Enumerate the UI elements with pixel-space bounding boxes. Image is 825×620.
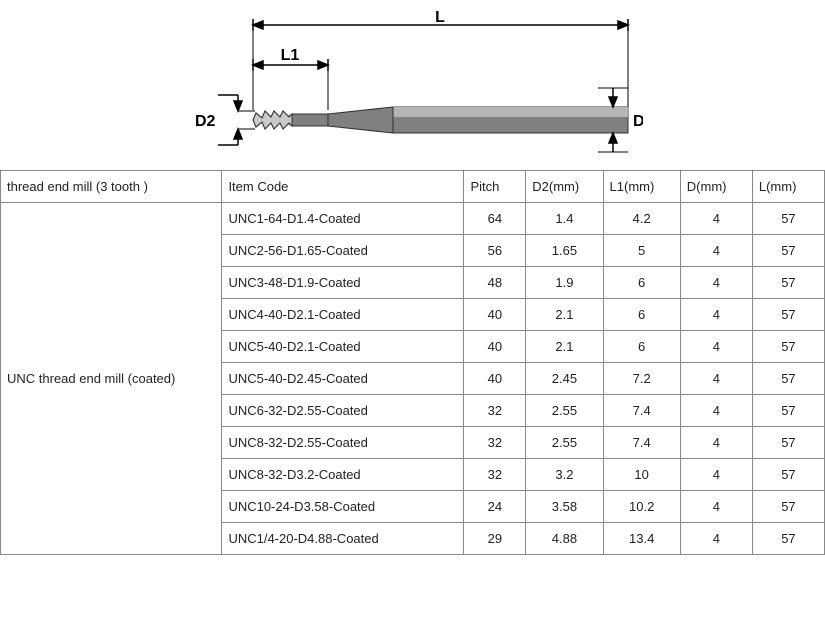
cell-d: 4 — [680, 299, 752, 331]
cell-l: 57 — [752, 267, 824, 299]
cell-d2: 1.9 — [526, 267, 603, 299]
cell-d: 4 — [680, 363, 752, 395]
cell-l1: 5 — [603, 235, 680, 267]
cell-d2: 4.88 — [526, 523, 603, 555]
cell-code: UNC1/4-20-D4.88-Coated — [222, 523, 464, 555]
category-cell: UNC thread end mill (coated) — [1, 203, 222, 555]
cell-pitch: 32 — [464, 427, 526, 459]
cell-pitch: 32 — [464, 459, 526, 491]
dim-label-D2: D2 — [195, 113, 216, 130]
cell-code: UNC8-32-D2.55-Coated — [222, 427, 464, 459]
cell-code: UNC6-32-D2.55-Coated — [222, 395, 464, 427]
col-header-pitch: Pitch — [464, 171, 526, 203]
cell-pitch: 32 — [464, 395, 526, 427]
cell-pitch: 24 — [464, 491, 526, 523]
cell-d: 4 — [680, 235, 752, 267]
cell-l1: 6 — [603, 331, 680, 363]
cell-l: 57 — [752, 363, 824, 395]
cell-d2: 3.2 — [526, 459, 603, 491]
cell-pitch: 64 — [464, 203, 526, 235]
cell-l: 57 — [752, 459, 824, 491]
cell-l: 57 — [752, 235, 824, 267]
cell-d: 4 — [680, 427, 752, 459]
cell-d2: 2.45 — [526, 363, 603, 395]
cell-d2: 2.55 — [526, 395, 603, 427]
cell-d: 4 — [680, 395, 752, 427]
cell-d: 4 — [680, 331, 752, 363]
cell-d: 4 — [680, 203, 752, 235]
cell-pitch: 40 — [464, 299, 526, 331]
table-row: UNC thread end mill (coated)UNC1-64-D1.4… — [1, 203, 825, 235]
cell-code: UNC8-32-D3.2-Coated — [222, 459, 464, 491]
col-header-l1: L1(mm) — [603, 171, 680, 203]
cell-d2: 1.65 — [526, 235, 603, 267]
cell-l: 57 — [752, 203, 824, 235]
cell-code: UNC4-40-D2.1-Coated — [222, 299, 464, 331]
cell-code: UNC5-40-D2.45-Coated — [222, 363, 464, 395]
cell-l: 57 — [752, 427, 824, 459]
cell-l1: 7.4 — [603, 427, 680, 459]
cell-l1: 10.2 — [603, 491, 680, 523]
cell-l1: 7.4 — [603, 395, 680, 427]
cell-pitch: 29 — [464, 523, 526, 555]
cell-code: UNC1-64-D1.4-Coated — [222, 203, 464, 235]
tool-diagram: L L1 — [0, 0, 825, 170]
cell-d2: 2.55 — [526, 427, 603, 459]
tool-diagram-svg: L L1 — [183, 10, 643, 165]
cell-l: 57 — [752, 523, 824, 555]
cell-l: 57 — [752, 395, 824, 427]
cell-code: UNC5-40-D2.1-Coated — [222, 331, 464, 363]
cell-d2: 3.58 — [526, 491, 603, 523]
dim-label-D: D — [633, 113, 643, 130]
col-header-code: Item Code — [222, 171, 464, 203]
cell-pitch: 56 — [464, 235, 526, 267]
cell-d2: 2.1 — [526, 299, 603, 331]
cell-l: 57 — [752, 331, 824, 363]
dim-label-L: L — [435, 10, 445, 26]
cell-pitch: 40 — [464, 363, 526, 395]
cell-d2: 2.1 — [526, 331, 603, 363]
cell-d: 4 — [680, 267, 752, 299]
spec-table: thread end mill (3 tooth ) Item Code Pit… — [0, 170, 825, 555]
cell-l1: 7.2 — [603, 363, 680, 395]
col-header-d2: D2(mm) — [526, 171, 603, 203]
cell-code: UNC10-24-D3.58-Coated — [222, 491, 464, 523]
col-header-category: thread end mill (3 tooth ) — [1, 171, 222, 203]
cell-d: 4 — [680, 491, 752, 523]
cell-l1: 4.2 — [603, 203, 680, 235]
cell-d: 4 — [680, 459, 752, 491]
cell-code: UNC3-48-D1.9-Coated — [222, 267, 464, 299]
cell-l: 57 — [752, 491, 824, 523]
cell-code: UNC2-56-D1.65-Coated — [222, 235, 464, 267]
col-header-l: L(mm) — [752, 171, 824, 203]
col-header-d: D(mm) — [680, 171, 752, 203]
cell-l1: 10 — [603, 459, 680, 491]
dim-label-L1: L1 — [280, 47, 299, 64]
cell-l1: 6 — [603, 299, 680, 331]
cell-l1: 6 — [603, 267, 680, 299]
cell-pitch: 48 — [464, 267, 526, 299]
cell-l: 57 — [752, 299, 824, 331]
table-header-row: thread end mill (3 tooth ) Item Code Pit… — [1, 171, 825, 203]
cell-d: 4 — [680, 523, 752, 555]
cell-d2: 1.4 — [526, 203, 603, 235]
cell-pitch: 40 — [464, 331, 526, 363]
cell-l1: 13.4 — [603, 523, 680, 555]
